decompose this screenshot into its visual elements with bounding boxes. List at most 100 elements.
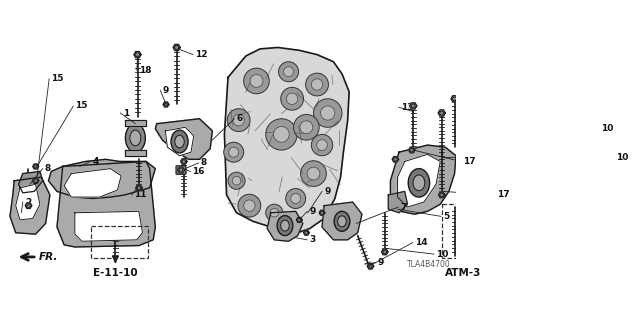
- Polygon shape: [19, 172, 43, 193]
- Text: 9: 9: [309, 207, 316, 216]
- Circle shape: [311, 79, 323, 90]
- Polygon shape: [64, 169, 121, 197]
- Polygon shape: [438, 110, 445, 116]
- Polygon shape: [296, 217, 302, 222]
- Text: 12: 12: [195, 50, 208, 59]
- Ellipse shape: [130, 130, 141, 146]
- Polygon shape: [15, 184, 40, 220]
- Polygon shape: [33, 164, 38, 169]
- Text: TLA4B4700: TLA4B4700: [406, 260, 451, 268]
- Circle shape: [311, 134, 333, 156]
- Circle shape: [238, 194, 260, 217]
- Circle shape: [306, 73, 328, 96]
- Polygon shape: [125, 120, 146, 126]
- Circle shape: [287, 93, 298, 104]
- Polygon shape: [408, 147, 415, 153]
- Text: E-11-10: E-11-10: [93, 268, 138, 278]
- Polygon shape: [367, 263, 374, 269]
- Circle shape: [273, 126, 289, 142]
- Circle shape: [307, 167, 320, 180]
- Circle shape: [232, 176, 241, 185]
- Text: 9: 9: [163, 86, 169, 95]
- Circle shape: [291, 194, 301, 204]
- Ellipse shape: [281, 220, 289, 231]
- Text: 4: 4: [93, 157, 99, 166]
- Text: 10: 10: [616, 153, 628, 162]
- Polygon shape: [136, 185, 142, 191]
- Text: 14: 14: [415, 238, 428, 247]
- Circle shape: [321, 106, 335, 120]
- Ellipse shape: [171, 130, 188, 153]
- Circle shape: [250, 75, 263, 87]
- Polygon shape: [125, 150, 146, 156]
- Text: 10: 10: [600, 124, 613, 133]
- Polygon shape: [134, 52, 141, 58]
- Circle shape: [278, 62, 298, 82]
- Polygon shape: [392, 156, 399, 162]
- Polygon shape: [26, 203, 32, 208]
- Text: 3: 3: [309, 235, 316, 244]
- Text: FR.: FR.: [39, 252, 59, 262]
- Text: 8: 8: [201, 158, 207, 167]
- Polygon shape: [397, 154, 440, 207]
- Polygon shape: [267, 211, 303, 241]
- Text: 17: 17: [497, 190, 510, 199]
- Text: 2: 2: [25, 197, 31, 207]
- Text: 18: 18: [139, 66, 152, 75]
- Text: 17: 17: [463, 157, 476, 166]
- Polygon shape: [381, 249, 388, 255]
- Circle shape: [284, 67, 294, 77]
- Circle shape: [281, 87, 303, 110]
- Ellipse shape: [338, 216, 346, 227]
- Circle shape: [314, 99, 342, 127]
- Polygon shape: [410, 103, 417, 109]
- Circle shape: [266, 119, 297, 150]
- Text: 9: 9: [324, 187, 330, 196]
- Circle shape: [224, 142, 244, 162]
- Ellipse shape: [125, 124, 145, 152]
- Polygon shape: [173, 44, 180, 51]
- Polygon shape: [156, 119, 212, 159]
- Polygon shape: [33, 178, 39, 183]
- Text: 6: 6: [237, 114, 243, 123]
- Circle shape: [228, 172, 245, 189]
- Polygon shape: [165, 127, 194, 156]
- Circle shape: [244, 200, 255, 211]
- Text: 10: 10: [436, 250, 449, 259]
- Circle shape: [228, 147, 239, 157]
- FancyBboxPatch shape: [176, 166, 186, 174]
- Text: 15: 15: [51, 74, 64, 83]
- Text: 16: 16: [193, 167, 205, 176]
- Circle shape: [270, 209, 278, 217]
- Text: 8: 8: [45, 164, 51, 173]
- Circle shape: [233, 115, 244, 126]
- Circle shape: [301, 161, 326, 187]
- Circle shape: [266, 204, 283, 221]
- Circle shape: [300, 121, 313, 134]
- Circle shape: [244, 68, 269, 94]
- Circle shape: [227, 109, 250, 132]
- Polygon shape: [303, 230, 309, 235]
- Circle shape: [285, 188, 306, 209]
- Ellipse shape: [408, 169, 429, 197]
- Polygon shape: [163, 102, 169, 107]
- Polygon shape: [177, 167, 184, 173]
- Polygon shape: [75, 211, 143, 241]
- Text: 9: 9: [378, 258, 384, 267]
- Polygon shape: [225, 47, 349, 233]
- Polygon shape: [322, 202, 362, 240]
- Text: 1: 1: [122, 108, 129, 117]
- Text: 13: 13: [401, 103, 413, 112]
- Circle shape: [317, 140, 328, 150]
- Text: ATM-3: ATM-3: [445, 268, 481, 278]
- Polygon shape: [49, 159, 156, 198]
- Polygon shape: [388, 191, 408, 213]
- Circle shape: [294, 115, 319, 140]
- Text: 5: 5: [443, 212, 449, 221]
- Ellipse shape: [175, 135, 184, 148]
- Text: 11: 11: [134, 190, 147, 199]
- Text: 7: 7: [401, 203, 407, 212]
- Ellipse shape: [277, 216, 293, 236]
- Ellipse shape: [334, 211, 350, 231]
- Polygon shape: [390, 145, 456, 214]
